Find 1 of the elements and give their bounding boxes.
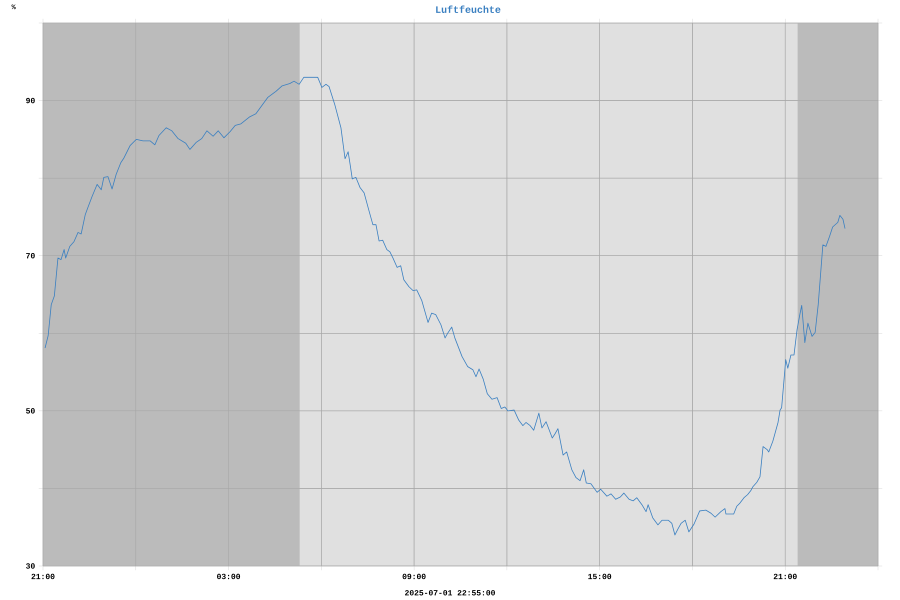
chart-title: Luftfeuchte [436, 6, 500, 13]
